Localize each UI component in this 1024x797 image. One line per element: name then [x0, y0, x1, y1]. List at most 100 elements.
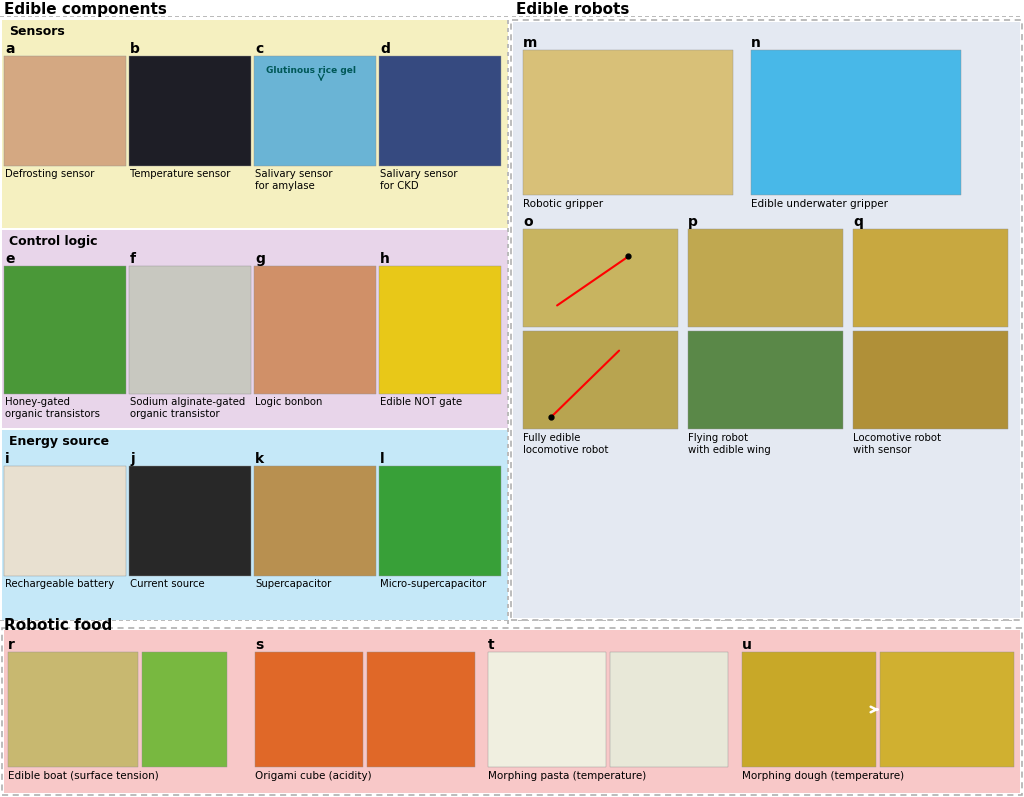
Text: Glutinous rice gel: Glutinous rice gel: [266, 66, 356, 75]
Bar: [245, 16, 249, 17]
Bar: [469, 16, 473, 17]
Bar: [287, 16, 291, 17]
Bar: [876, 16, 880, 17]
Bar: [507, 452, 509, 456]
Bar: [918, 620, 921, 621]
Bar: [217, 16, 221, 17]
Text: e: e: [5, 252, 14, 266]
Bar: [154, 620, 158, 621]
Text: Defrosting sensor: Defrosting sensor: [5, 169, 94, 179]
Bar: [63, 16, 67, 17]
Bar: [367, 652, 475, 767]
Bar: [406, 16, 410, 17]
Bar: [507, 44, 509, 48]
Bar: [42, 16, 46, 17]
Bar: [609, 620, 613, 621]
Text: Sensors: Sensors: [9, 25, 65, 38]
Bar: [413, 620, 417, 621]
Bar: [507, 476, 509, 480]
Bar: [455, 620, 459, 621]
Bar: [630, 620, 634, 621]
Bar: [519, 16, 523, 17]
Bar: [988, 16, 992, 17]
Bar: [507, 100, 509, 104]
Bar: [56, 620, 60, 621]
Bar: [507, 220, 509, 224]
Bar: [757, 16, 761, 17]
Bar: [679, 620, 683, 621]
Text: i: i: [5, 452, 9, 466]
Bar: [322, 620, 326, 621]
Bar: [507, 420, 509, 424]
Bar: [0, 620, 4, 621]
Text: j: j: [130, 452, 134, 466]
Bar: [273, 620, 278, 621]
Bar: [182, 16, 186, 17]
Bar: [834, 16, 838, 17]
Bar: [147, 16, 151, 17]
Bar: [142, 652, 227, 767]
Bar: [932, 16, 936, 17]
Bar: [77, 620, 81, 621]
Bar: [771, 16, 775, 17]
Bar: [455, 16, 459, 17]
Bar: [610, 652, 728, 767]
Text: Morphing pasta (temperature): Morphing pasta (temperature): [488, 771, 646, 781]
Bar: [854, 620, 858, 621]
Bar: [939, 16, 943, 17]
Bar: [507, 84, 509, 88]
Bar: [602, 620, 606, 621]
Bar: [523, 50, 733, 195]
Bar: [507, 148, 509, 152]
Bar: [507, 564, 509, 568]
Text: Morphing dough (temperature): Morphing dough (temperature): [742, 771, 904, 781]
Text: Edible components: Edible components: [4, 2, 167, 17]
Bar: [497, 620, 501, 621]
Bar: [35, 620, 39, 621]
Bar: [735, 620, 739, 621]
Bar: [596, 16, 600, 17]
Bar: [799, 16, 803, 17]
Text: Salivary sensor
for amylase: Salivary sensor for amylase: [255, 169, 333, 190]
Bar: [126, 620, 130, 621]
Bar: [507, 76, 509, 80]
Bar: [507, 188, 509, 192]
Bar: [623, 620, 627, 621]
Bar: [203, 16, 207, 17]
Bar: [507, 380, 509, 384]
Bar: [896, 620, 900, 621]
Bar: [42, 620, 46, 621]
Bar: [252, 620, 256, 621]
Bar: [638, 16, 642, 17]
Bar: [833, 620, 837, 621]
Bar: [763, 620, 767, 621]
Bar: [686, 620, 690, 621]
Text: d: d: [380, 42, 390, 56]
Bar: [507, 388, 509, 392]
Bar: [959, 620, 963, 621]
Bar: [231, 620, 234, 621]
Bar: [575, 16, 579, 17]
Bar: [483, 620, 487, 621]
Bar: [238, 620, 242, 621]
Bar: [357, 16, 361, 17]
Bar: [469, 620, 473, 621]
Text: Edible NOT gate: Edible NOT gate: [380, 397, 462, 407]
Bar: [595, 620, 599, 621]
Text: f: f: [130, 252, 136, 266]
Bar: [70, 620, 74, 621]
Bar: [133, 620, 137, 621]
Bar: [507, 228, 509, 232]
Bar: [637, 620, 641, 621]
Bar: [707, 620, 711, 621]
Bar: [175, 16, 179, 17]
Bar: [507, 548, 509, 552]
Bar: [49, 16, 53, 17]
Bar: [434, 620, 438, 621]
Bar: [981, 16, 985, 17]
Text: Sodium alginate-gated
organic transistor: Sodium alginate-gated organic transistor: [130, 397, 246, 418]
Bar: [532, 620, 536, 621]
Bar: [98, 620, 102, 621]
Bar: [4, 266, 126, 394]
Bar: [974, 16, 978, 17]
